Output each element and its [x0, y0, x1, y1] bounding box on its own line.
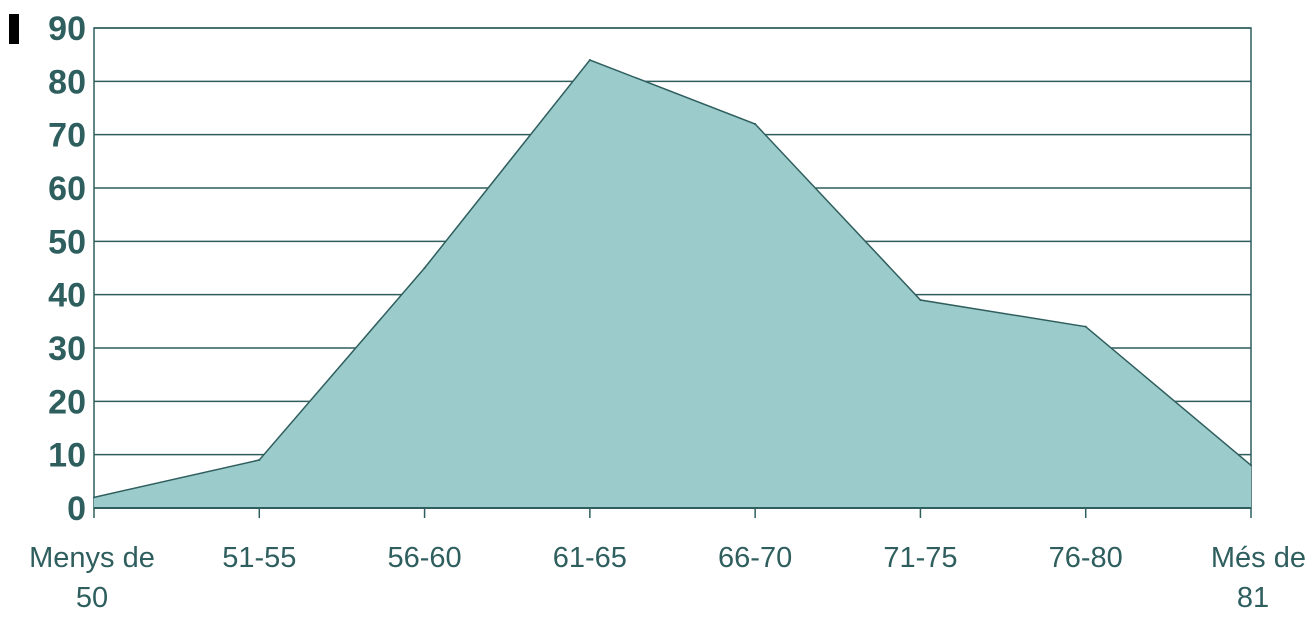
data-point-5 [919, 299, 922, 301]
data-point-3 [588, 59, 591, 61]
data-point-0 [93, 496, 95, 499]
x-tick-label-3: 61-65 [553, 542, 627, 574]
x-tick-labels: Menys de 50 51-55 56-60 61-65 66-70 71-75 76-80… [29, 542, 1306, 614]
x-tick-label-0-line-0: Menys de [29, 542, 155, 574]
y-tick-labels: 0 10 20 30 40 50 60 70 80 90 [48, 10, 86, 528]
area-line [93, 59, 1252, 499]
y-tick-label-60: 60 [48, 170, 86, 208]
data-point-4 [754, 123, 757, 125]
corner-marker [9, 14, 19, 44]
x-tick-label-5: 71-75 [883, 542, 957, 574]
y-tick-label-50: 50 [48, 223, 86, 261]
x-tick-label-4: 66-70 [718, 542, 792, 574]
data-point-2 [423, 267, 426, 269]
y-tick-label-0: 0 [67, 490, 86, 528]
data-point-1 [258, 459, 261, 461]
x-tick-label-1: 51-55 [222, 542, 296, 574]
area-fill [94, 60, 1251, 508]
axis-layer [93, 507, 1252, 518]
area-layer [93, 59, 1252, 508]
x-tick-label-6: 76-80 [1049, 542, 1123, 574]
x-tick-label-0-line-1: 50 [76, 582, 108, 614]
x-tick-label-7-line-0: Més de [1211, 542, 1306, 574]
y-tick-label-70: 70 [48, 117, 86, 155]
x-tick-label-2: 56-60 [387, 542, 461, 574]
y-tick-label-10: 10 [48, 437, 86, 475]
y-tick-label-80: 80 [48, 63, 86, 101]
y-tick-label-30: 30 [48, 330, 86, 368]
data-point-6 [1084, 325, 1087, 328]
y-tick-label-20: 20 [48, 383, 86, 421]
x-tick-label-7-line-1: 81 [1237, 582, 1269, 614]
data-point-7 [1250, 464, 1252, 467]
y-tick-label-40: 40 [48, 277, 86, 315]
y-tick-label-90: 90 [48, 10, 86, 48]
